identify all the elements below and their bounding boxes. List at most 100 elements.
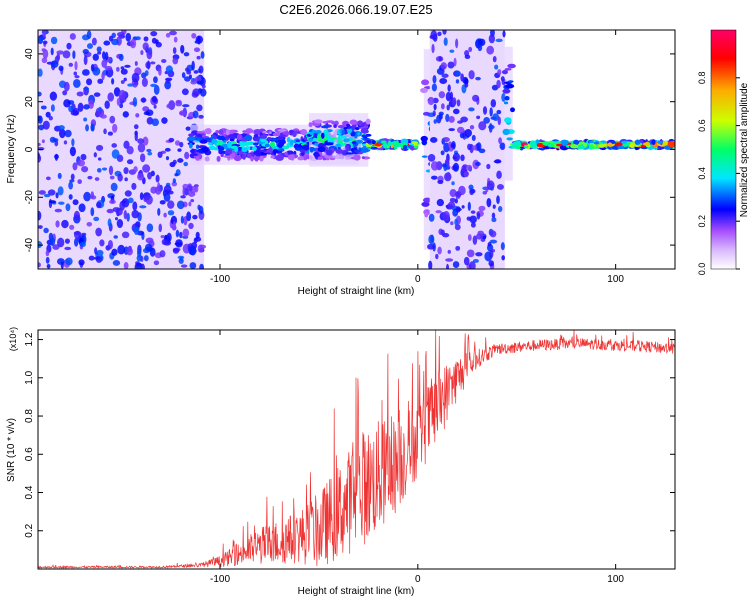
heatmap-cell-1896 [556, 143, 563, 147]
heatmap-cell-219 [42, 120, 50, 130]
heatmap-cell-1096 [329, 157, 336, 161]
heatmap-cell-326 [109, 199, 116, 205]
heatmap-cell-1387 [430, 137, 438, 143]
heatmap-cell-15 [126, 159, 134, 165]
heatmap-cell-391 [102, 51, 106, 60]
heatmap-cell-117 [200, 51, 205, 59]
heatmap-cell-218 [107, 92, 115, 102]
heatmap-cell-950 [225, 149, 233, 155]
heatmap-cell-272 [107, 218, 112, 228]
heatmap-cell-1459 [441, 73, 449, 78]
heatmap-cell-1455 [489, 107, 493, 117]
heatmap-cell-351 [63, 140, 68, 145]
heatmap-cell-465 [165, 32, 171, 38]
colorbar-gradient [710, 29, 737, 270]
heatmap-cell-514 [73, 78, 81, 88]
heatmap-cell-389 [78, 259, 85, 266]
heatmap-cell-471 [118, 89, 126, 100]
heatmap-cell-1421 [446, 172, 451, 179]
heatmap-cell-923 [194, 137, 202, 141]
heatmap-cell-807 [237, 150, 244, 155]
heatmap-cell-1363 [488, 124, 495, 130]
heatmap-cell-63 [38, 241, 43, 249]
heatmap-cell-245 [61, 219, 69, 229]
heatmap-cell-459 [92, 53, 99, 61]
heatmap-cell-225 [82, 48, 89, 55]
heatmap-cell-55 [164, 147, 171, 152]
heatmap-cell-1454 [494, 64, 499, 70]
heatmap-cell-905 [260, 138, 267, 143]
heatmap-cell-833 [277, 136, 285, 141]
heatmap-cell-461 [179, 141, 184, 148]
colorbar: 0.0 0.2 0.4 0.6 0.8 Normalized spectral ampl… [697, 29, 750, 275]
heatmap-cell-517 [90, 123, 95, 132]
heatmap-cell-1296 [470, 222, 476, 228]
heatmap-cell-501 [49, 91, 58, 101]
colorbar-tick-label: 0.8 [697, 72, 707, 85]
heatmap-cell-1354 [496, 170, 502, 180]
heatmap-cell-252 [65, 257, 73, 266]
y-tick-label: 0 [24, 146, 35, 152]
x-tick-label: 0 [415, 574, 421, 585]
heatmap-cell-1029 [317, 133, 321, 138]
heatmap-cell-113 [72, 199, 79, 206]
heatmap-cell-303 [57, 172, 62, 179]
heatmap-cell-1487 [507, 63, 516, 69]
heatmap-cell-126 [159, 250, 166, 258]
spectrogram-panel: -100 0 100 -40 -20 0 20 40 Height of straight l… [6, 29, 676, 297]
heatmap-cell-295 [150, 186, 158, 194]
heatmap-cell-1215 [374, 142, 382, 147]
heatmap-cell-527 [111, 78, 115, 85]
heatmap-cell-387 [126, 212, 130, 222]
heatmap-cell-228 [171, 181, 178, 187]
heatmap-cell-437 [139, 192, 144, 201]
heatmap-cell-202 [133, 81, 139, 86]
heatmap-cell-911 [188, 133, 195, 137]
heatmap-cell-41 [86, 43, 94, 49]
heatmap-cell-1228 [421, 79, 430, 86]
heatmap-cell-438 [193, 70, 199, 74]
heatmap-cell-53 [93, 152, 97, 158]
heatmap-cell-407 [49, 237, 56, 247]
heatmap-cell-158 [177, 148, 182, 152]
heatmap-cell-268 [147, 151, 153, 156]
heatmap-cell-1323 [448, 116, 455, 123]
heatmap-cell-870 [234, 146, 239, 153]
heatmap-cell-1293 [459, 132, 465, 139]
heatmap-cell-1266 [486, 163, 491, 170]
heatmap-cell-418 [38, 154, 42, 163]
heatmap-cell-785 [268, 131, 272, 135]
heatmap-cell-89 [113, 235, 118, 239]
heatmap-cell-855 [195, 156, 200, 161]
heatmap-cell-203 [97, 51, 102, 55]
heatmap-cell-198 [134, 131, 138, 142]
heatmap-cell-757 [217, 135, 225, 141]
heatmap-cell-149 [180, 264, 188, 268]
heatmap-cell-1040 [341, 129, 345, 135]
heatmap-cell-200 [97, 78, 104, 84]
heatmap-cell-1463 [496, 184, 504, 190]
heatmap-cell-1430 [468, 184, 474, 191]
heatmap-cell-939 [211, 138, 218, 144]
heatmap-cell-156 [115, 217, 119, 221]
heatmap-cell-1044 [335, 148, 343, 154]
heatmap-region-bg [38, 30, 205, 269]
heatmap-cell-1010 [322, 157, 327, 161]
heatmap-cell-1092 [343, 138, 350, 143]
colorbar-tick-label: 0.4 [697, 167, 707, 180]
heatmap-cell-1355 [493, 159, 502, 164]
heatmap-cell-161 [184, 151, 190, 160]
heatmap-cell-164 [146, 49, 153, 60]
heatmap-cell-255 [70, 173, 75, 181]
heatmap-cell-1088 [345, 152, 354, 155]
heatmap-cell-1452 [468, 261, 476, 269]
heatmap-cell-483 [197, 204, 201, 211]
heatmap-cell-454 [133, 226, 140, 236]
heatmap-cell-1310 [461, 205, 465, 209]
heatmap-cell-1443 [446, 263, 450, 269]
heatmap-cell-1393 [457, 126, 465, 134]
heatmap-cell-302 [73, 71, 78, 76]
heatmap-cell-1365 [485, 187, 489, 193]
heatmap-cell-579 [253, 129, 262, 136]
y-tick-label: -20 [24, 190, 35, 205]
